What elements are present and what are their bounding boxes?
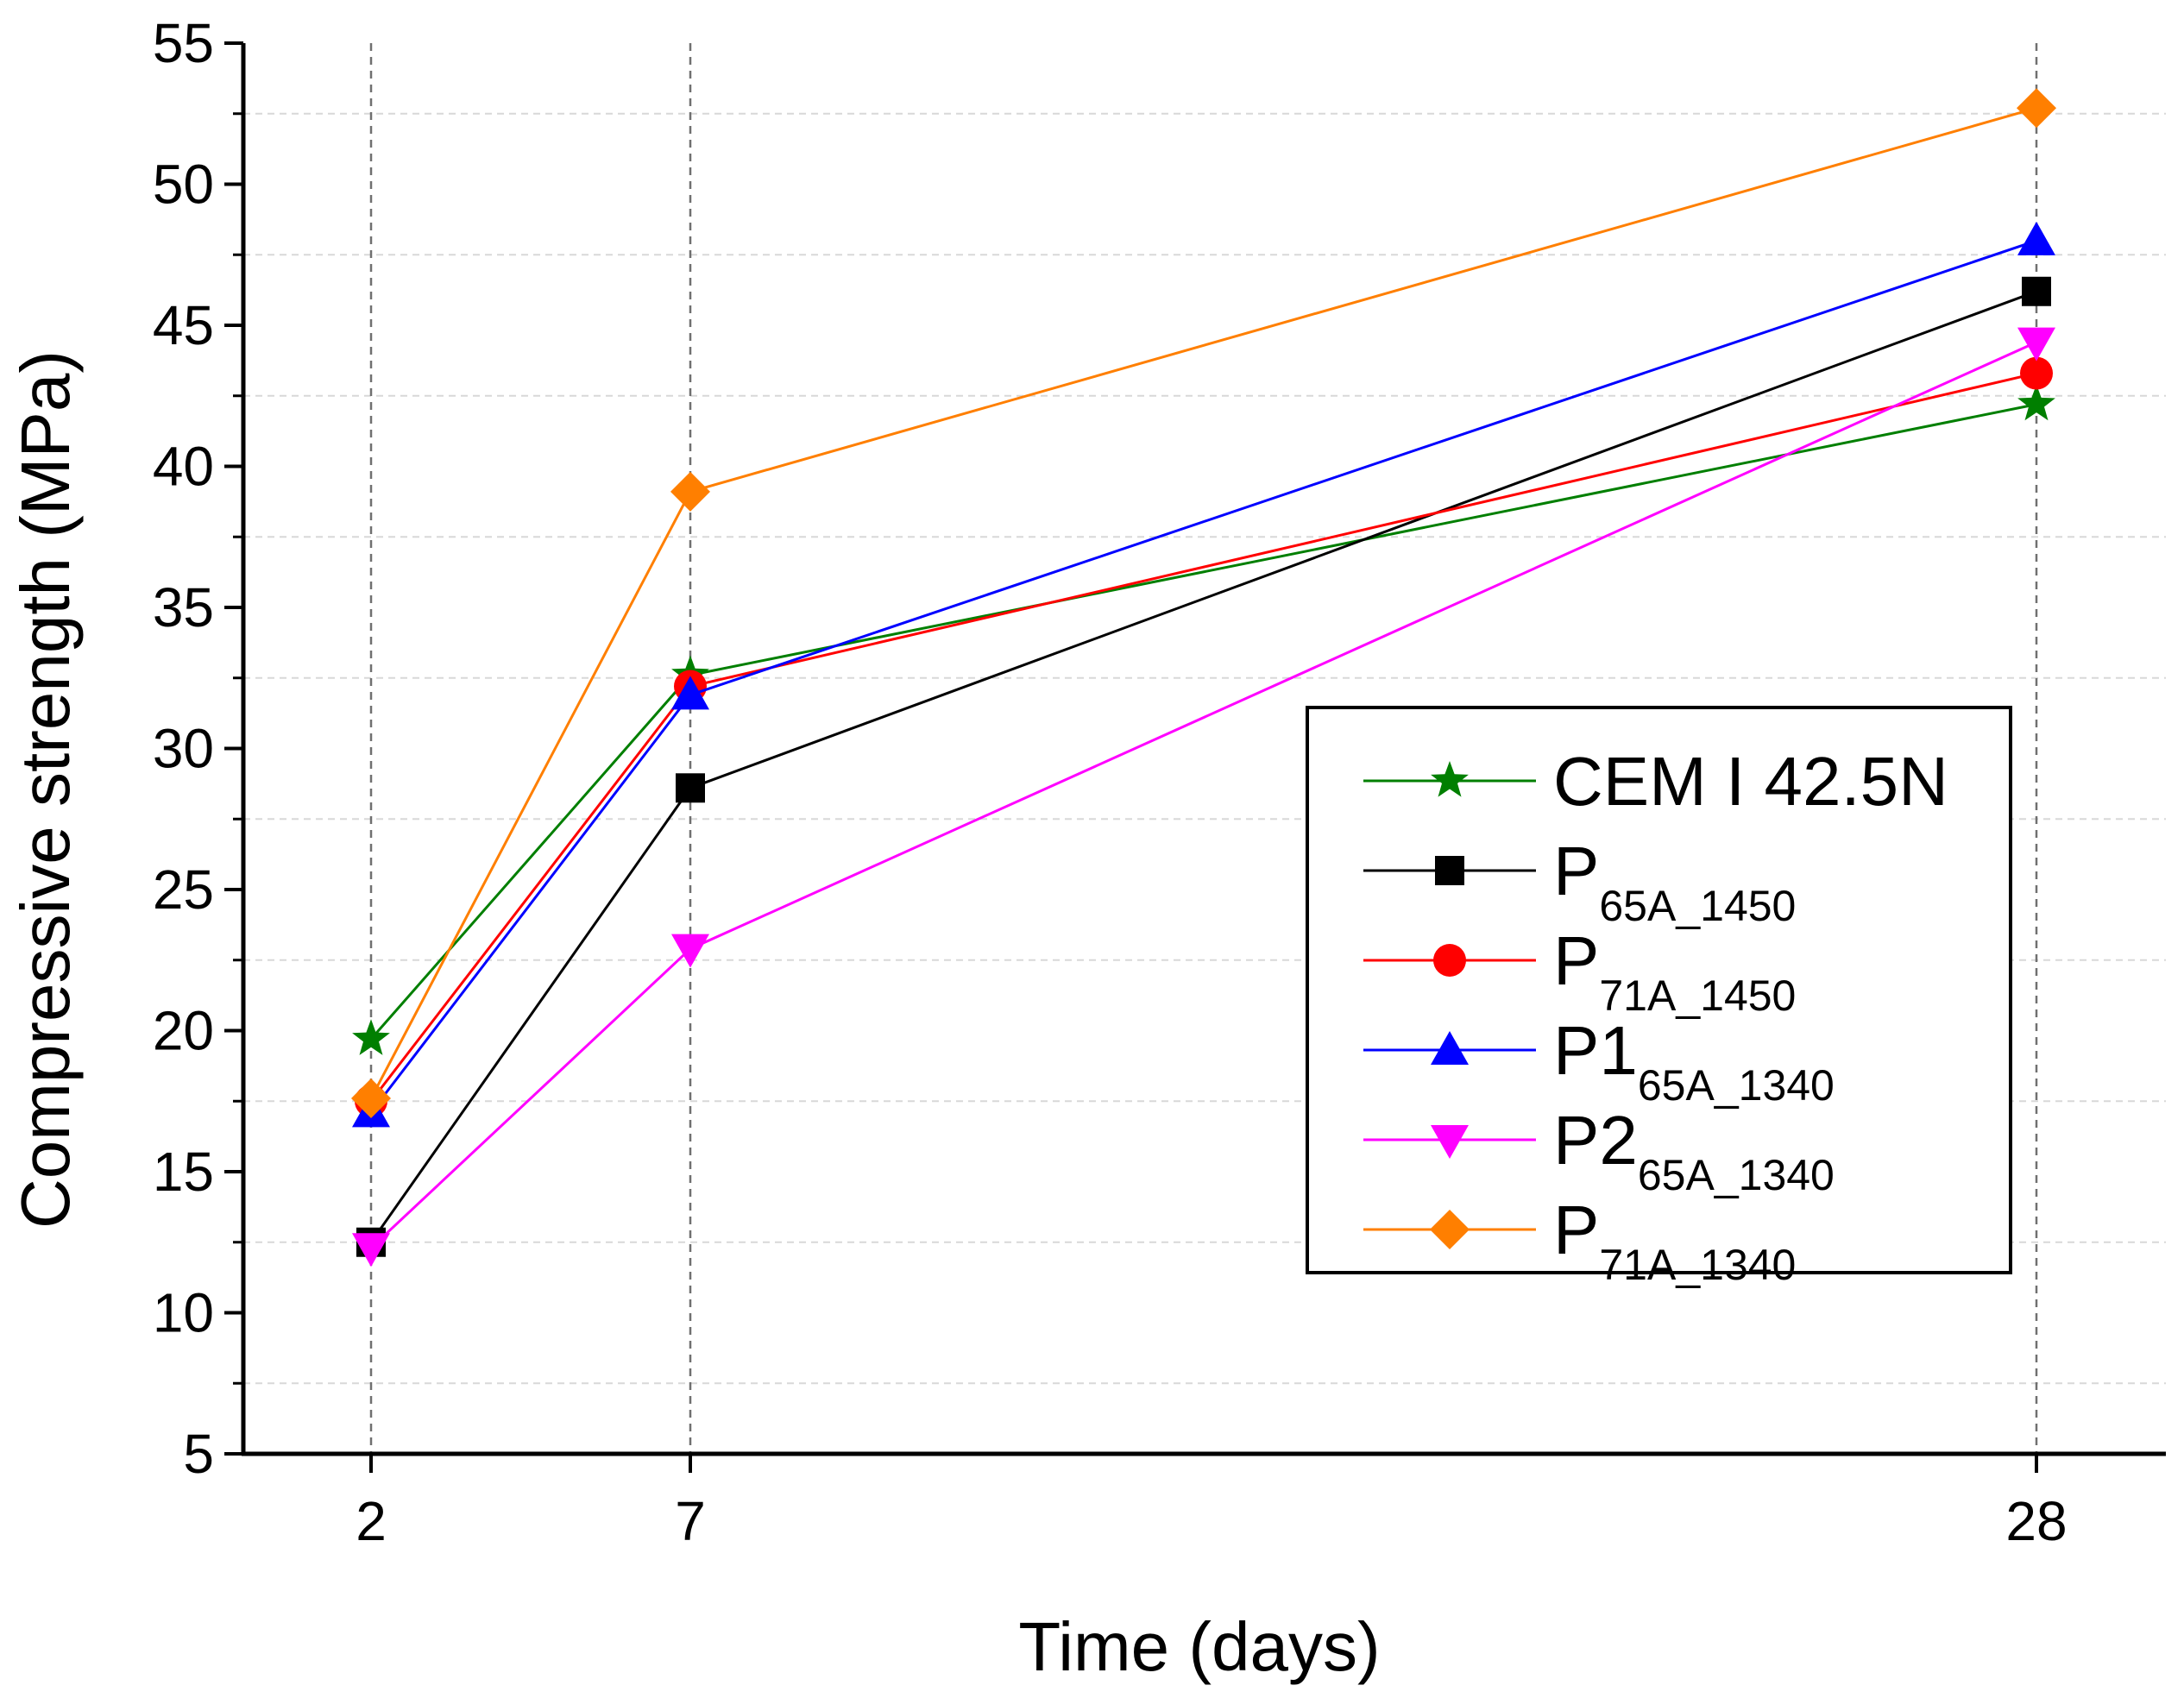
legend-label: P165A_1340 — [1553, 1012, 1835, 1110]
y-tick-label: 15 — [153, 1141, 214, 1203]
data-point-marker — [2017, 88, 2056, 129]
data-point-marker — [670, 471, 710, 512]
legend-marker — [1430, 1210, 1470, 1249]
legend-item: CEM I 42.5N — [1363, 743, 1948, 820]
data-point-marker — [351, 1078, 391, 1118]
data-point-marker — [2017, 384, 2055, 421]
legend-label: P71A_1450 — [1553, 922, 1796, 1020]
legend-label: P65A_1450 — [1553, 833, 1796, 930]
legend-marker — [1431, 1031, 1469, 1065]
data-point-marker — [352, 1233, 390, 1267]
legend-marker — [1435, 856, 1464, 885]
legend-box — [1306, 706, 2012, 1274]
legend-item: P265A_1340 — [1363, 1102, 1835, 1199]
data-point-marker — [2017, 327, 2055, 362]
series-4 — [352, 327, 2055, 1267]
y-tick-label: 10 — [153, 1282, 214, 1344]
data-point-marker — [2020, 356, 2053, 390]
legend-label: P265A_1340 — [1553, 1102, 1835, 1199]
legend: CEM I 42.5NP65A_1450P71A_1450P165A_1340P… — [1306, 706, 2012, 1289]
series-layer — [351, 88, 2056, 1267]
legend-marker — [1433, 944, 1466, 977]
x-axis-title: Time (days) — [1018, 1608, 1380, 1685]
y-tick-label: 55 — [153, 12, 214, 74]
series-5 — [351, 88, 2056, 1118]
data-point-marker — [2017, 221, 2055, 255]
legend-marker — [1431, 761, 1469, 797]
y-tick-label: 40 — [153, 436, 214, 498]
y-tick-label: 20 — [153, 1000, 214, 1062]
data-point-marker — [352, 1019, 390, 1055]
legend-marker — [1431, 1125, 1469, 1159]
data-point-marker — [676, 773, 705, 803]
grid-layer — [243, 43, 2166, 1454]
y-tick-label: 50 — [153, 154, 214, 216]
x-tick-label: 7 — [675, 1490, 706, 1552]
legend-item: P165A_1340 — [1363, 1012, 1835, 1110]
y-tick-label: 25 — [153, 858, 214, 921]
legend-item: P71A_1340 — [1363, 1192, 1796, 1289]
y-tick-label: 30 — [153, 718, 214, 780]
x-tick-label: 2 — [356, 1490, 387, 1552]
data-point-marker — [671, 676, 709, 710]
legend-item: P71A_1450 — [1363, 922, 1796, 1020]
x-tick-label: 28 — [2005, 1490, 2067, 1552]
series-1 — [356, 276, 2051, 1257]
legend-label: CEM I 42.5N — [1553, 743, 1948, 820]
legend-label: P71A_1340 — [1553, 1192, 1796, 1289]
legend-item: P65A_1450 — [1363, 833, 1796, 930]
y-tick-label: 35 — [153, 576, 214, 638]
axes-layer: 5 10 15 20 25 30 35 40 45 50 55 2 7 28 — [153, 12, 2166, 1552]
data-point-marker — [2022, 276, 2051, 306]
data-point-marker — [671, 934, 709, 968]
y-tick-label: 45 — [153, 294, 214, 356]
y-tick-label: 5 — [183, 1423, 214, 1485]
y-axis-title: Compressive strength (MPa) — [7, 350, 84, 1229]
